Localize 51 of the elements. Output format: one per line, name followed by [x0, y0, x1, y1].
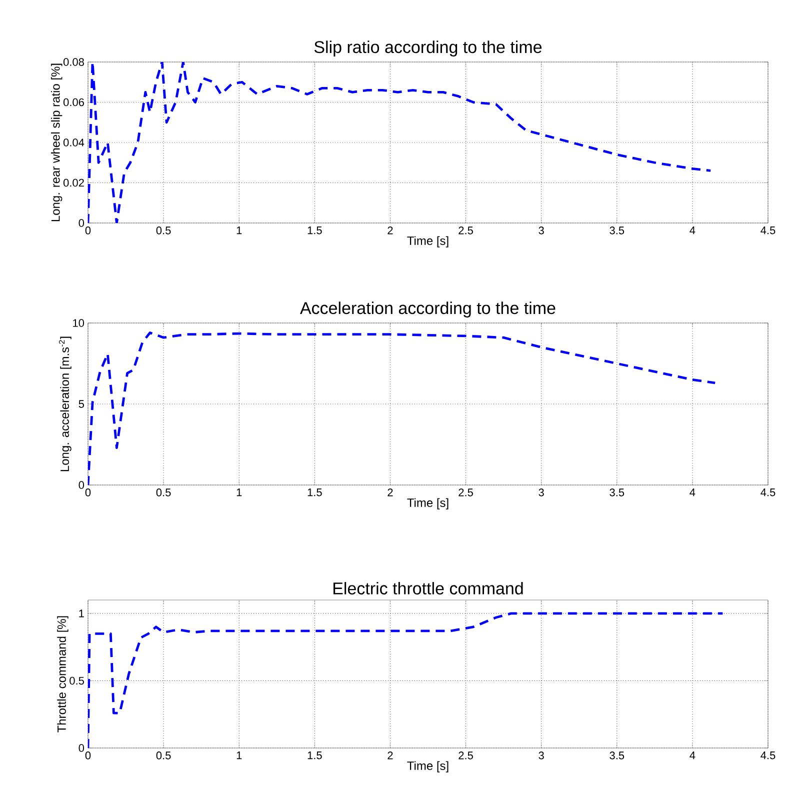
x-tick-label: 4.5: [760, 226, 776, 234]
x-axis-title: Time [s]: [407, 236, 448, 248]
x-tick-label: 1.5: [308, 488, 322, 496]
x-tick-label: 2: [388, 488, 393, 496]
y-tick-label: 0: [78, 744, 84, 752]
x-tick-label: 3: [538, 226, 544, 234]
x-tick-label: 0.5: [156, 488, 171, 496]
x-tick-label: 3: [538, 752, 544, 760]
x-tick-label: 0: [85, 488, 91, 496]
y-tick-label: 0: [78, 481, 84, 489]
y-axis-title: Throttle command [%]: [57, 616, 68, 732]
x-axis-title: Time [s]: [407, 761, 448, 772]
y-tick-label: 5: [78, 400, 84, 408]
x-tick-label: 1: [236, 752, 242, 760]
x-tick-label: 4: [690, 226, 696, 234]
x-tick-label: 2.5: [458, 226, 473, 234]
y-axis-title: Long. rear wheel slip ratio [%]: [51, 64, 62, 222]
x-tick-label: 3: [538, 488, 544, 496]
x-tick-label: 0.5: [156, 226, 171, 234]
x-tick-label: 1.5: [308, 226, 322, 234]
x-tick-label: 3.5: [610, 488, 624, 496]
x-tick-label: 4: [690, 488, 696, 496]
y-tick-label: 0.08: [63, 58, 84, 66]
y-tick-label: 1: [79, 610, 84, 618]
y-tick-label: 0: [78, 219, 84, 227]
y-tick-label: 0.06: [63, 98, 84, 106]
x-tick-label: 2.5: [458, 752, 473, 760]
x-tick-label: 1: [236, 226, 242, 234]
x-tick-label: 1: [236, 488, 242, 496]
x-tick-label: 4.5: [760, 752, 776, 760]
x-tick-label: 3.5: [610, 752, 624, 760]
y-tick-label: 0.02: [63, 178, 84, 187]
y-tick-label: 0.04: [63, 138, 84, 146]
x-tick-label: 2: [388, 226, 393, 234]
x-axis-title: Time [s]: [407, 498, 448, 510]
x-tick-label: 0: [85, 752, 91, 760]
x-tick-label: 1.5: [308, 752, 322, 760]
x-tick-label: 2: [388, 752, 393, 760]
x-tick-label: 4.5: [760, 488, 776, 496]
x-tick-label: 3.5: [610, 226, 624, 234]
x-tick-label: 2.5: [458, 488, 473, 496]
y-axis-title: Long. acceleration [m.s$^{-2}$]: [58, 336, 72, 472]
x-tick-label: 4: [690, 752, 696, 760]
chart-title: Electric throttle command: [334, 582, 523, 594]
x-tick-label: 0: [85, 226, 91, 234]
y-tick-label: 10: [73, 319, 84, 327]
line-series: [88, 62, 712, 223]
chart-title: Slip ratio according to the time: [314, 40, 542, 56]
chart-title: Acceleration according to the time: [300, 302, 556, 318]
x-tick-label: 0.5: [156, 752, 171, 760]
y-tick-label: 0.5: [70, 676, 84, 685]
